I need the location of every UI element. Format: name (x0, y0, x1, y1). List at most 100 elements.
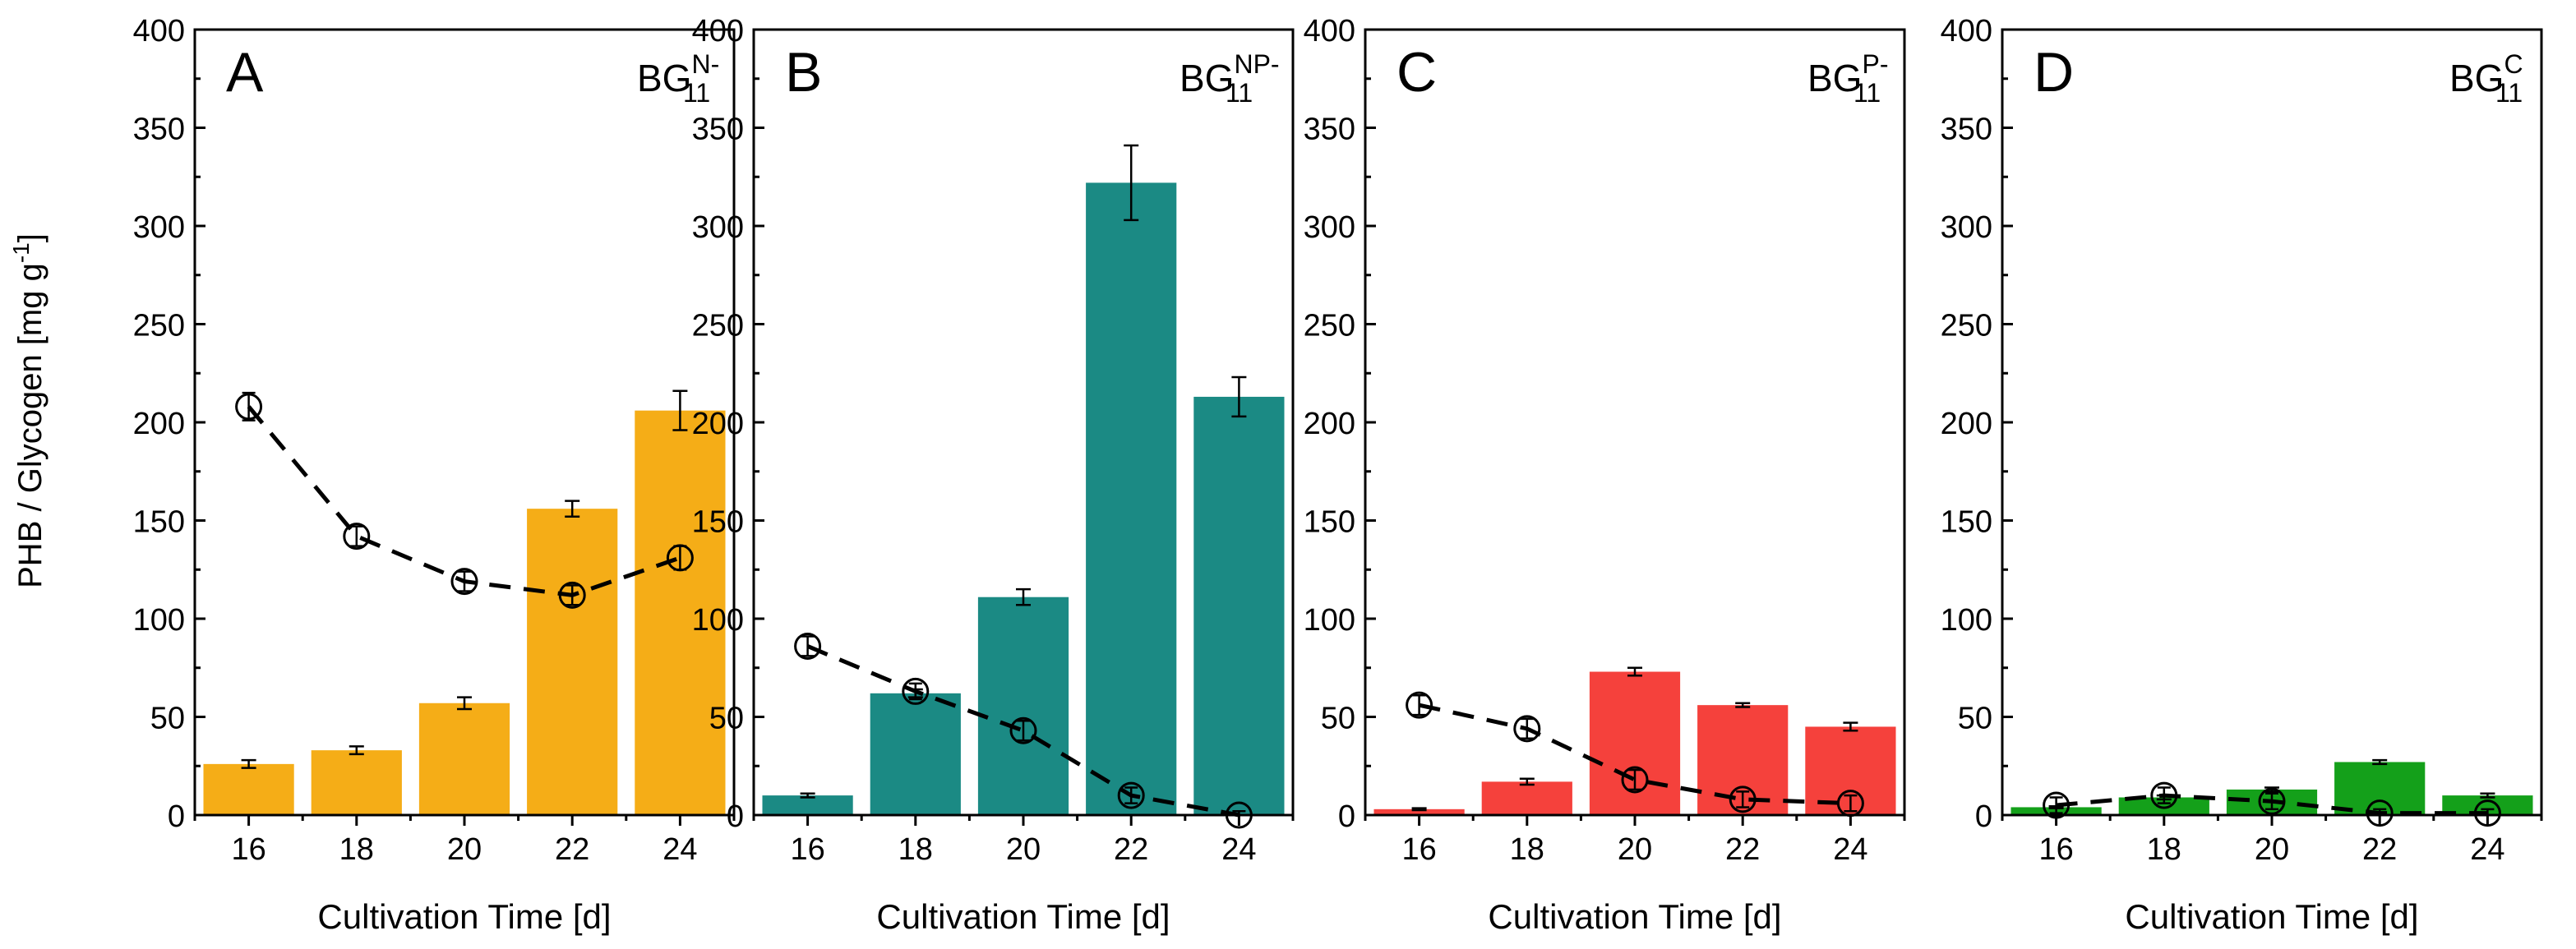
panel-letter: B (785, 41, 822, 104)
x-tick-label: 18 (1510, 832, 1544, 867)
x-tick-label: 22 (2362, 832, 2397, 867)
bar (1589, 671, 1681, 815)
x-tick-label: 20 (2255, 832, 2289, 867)
y-tick-label: 350 (133, 113, 185, 147)
y-tick-label: 350 (1941, 113, 1992, 147)
y-tick-label: 200 (692, 407, 744, 441)
panel-tag: BGNP- (1180, 49, 1280, 99)
bar (2118, 797, 2209, 815)
y-tick-label: 100 (1941, 603, 1992, 638)
y-axis-label-end: ] (12, 233, 48, 242)
y-tick-label: 200 (1941, 407, 1992, 441)
bar (2442, 795, 2533, 815)
y-tick-label: 50 (1958, 702, 1992, 736)
bar (977, 597, 1069, 815)
panel-tag-base: BG (2449, 57, 2504, 99)
y-tick-label: 200 (1304, 407, 1355, 441)
x-tick-label: 24 (2470, 832, 2504, 867)
x-tick-label: 22 (1114, 832, 1148, 867)
x-tick-label: 16 (790, 832, 824, 867)
panel-tag-base: BG (1180, 57, 1234, 99)
bar (1193, 396, 1285, 815)
bar (870, 693, 961, 815)
data-point (902, 677, 930, 705)
data-point (1117, 781, 1145, 809)
panel-tag-sub: 11 (683, 78, 710, 108)
y-tick-label: 350 (1304, 113, 1355, 147)
bar (1086, 182, 1177, 816)
x-axis-title: Cultivation Time [d] (1488, 897, 1781, 936)
y-tick-label: 300 (133, 210, 185, 245)
bar (418, 703, 510, 815)
y-tick-label: 150 (692, 505, 744, 540)
y-tick-label: 250 (133, 309, 185, 343)
data-point (558, 581, 586, 609)
y-tick-label: 100 (692, 603, 744, 638)
x-tick-label: 20 (1618, 832, 1652, 867)
y-tick-label: 300 (692, 210, 744, 245)
panel-letter: C (1396, 41, 1437, 104)
data-point (1729, 785, 1757, 813)
panel-tag-base: BG (1807, 57, 1862, 99)
data-point (2150, 781, 2178, 809)
plot-frame (2001, 28, 2543, 817)
data-point (235, 393, 263, 421)
y-tick-label: 400 (1941, 14, 1992, 48)
x-axis-title: Cultivation Time [d] (2125, 897, 2418, 936)
y-tick-label: 250 (692, 309, 744, 343)
data-point (794, 632, 822, 660)
y-tick-label: 50 (150, 702, 185, 736)
data-point (2258, 787, 2286, 815)
x-tick-label: 20 (1006, 832, 1041, 867)
x-tick-label: 16 (1401, 832, 1436, 867)
y-tick-label: 150 (1304, 505, 1355, 540)
x-axis-title: Cultivation Time [d] (876, 897, 1170, 936)
data-point (343, 523, 371, 551)
panel-letter: A (226, 41, 264, 104)
panel-tag: BGN- (637, 49, 719, 99)
panel-tag-sub: 11 (1226, 78, 1253, 108)
y-tick-label: 350 (692, 113, 744, 147)
panel-tag: BGC (2449, 49, 2523, 99)
y-tick-label: 0 (727, 799, 744, 834)
data-point (1406, 691, 1433, 719)
x-tick-label: 24 (1221, 832, 1256, 867)
panel-tag-sup: C (2504, 49, 2523, 79)
line-series (806, 644, 1240, 818)
y-tick-label: 150 (1941, 505, 1992, 540)
panel-tag-base: BG (637, 57, 691, 99)
y-tick-label: 50 (1321, 702, 1355, 736)
data-point (1513, 715, 1541, 743)
y-tick-label: 250 (1941, 309, 1992, 343)
line-series (1419, 703, 1851, 806)
x-tick-label: 18 (2147, 832, 2181, 867)
panel-tag-sup: NP- (1234, 49, 1279, 79)
x-tick-label: 24 (1833, 832, 1867, 867)
y-tick-label: 300 (1941, 210, 1992, 245)
panel-tag-sup: N- (691, 49, 719, 79)
bar (1481, 781, 1572, 815)
data-point (1621, 766, 1649, 794)
x-tick-label: 24 (662, 832, 697, 867)
y-tick-label: 0 (1338, 799, 1355, 834)
x-tick-label: 16 (2038, 832, 2073, 867)
y-tick-label: 400 (692, 14, 744, 48)
x-tick-label: 16 (231, 832, 265, 867)
panel-letter: D (2034, 41, 2074, 104)
y-tick-label: 100 (133, 603, 185, 638)
bar (527, 509, 618, 815)
x-tick-label: 18 (898, 832, 933, 867)
bar (203, 763, 294, 815)
x-tick-label: 20 (447, 832, 482, 867)
y-axis-label-main: PHB / Glycogen [mg g (12, 263, 48, 588)
y-tick-label: 150 (133, 505, 185, 540)
panel-tag-sub: 11 (2495, 78, 2523, 108)
bar (635, 410, 726, 815)
bar (2334, 762, 2426, 815)
y-tick-label: 200 (133, 407, 185, 441)
panel-tag-sub: 11 (1854, 78, 1881, 108)
y-tick-label: 250 (1304, 309, 1355, 343)
data-point (1009, 716, 1037, 744)
bar (311, 750, 402, 815)
